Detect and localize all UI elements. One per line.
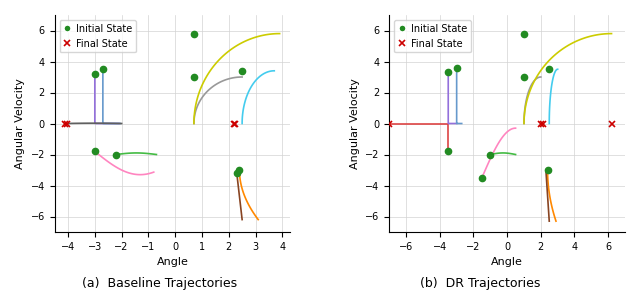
Text: (a)  Baseline Trajectories: (a) Baseline Trajectories <box>83 277 237 290</box>
Legend: Initial State, Final State: Initial State, Final State <box>394 20 471 52</box>
Legend: Initial State, Final State: Initial State, Final State <box>60 20 136 52</box>
X-axis label: Angle: Angle <box>157 257 188 267</box>
Text: (b)  DR Trajectories: (b) DR Trajectories <box>420 277 540 290</box>
X-axis label: Angle: Angle <box>492 257 523 267</box>
Y-axis label: Angular Velocity: Angular Velocity <box>15 78 25 169</box>
Y-axis label: Angular Velocity: Angular Velocity <box>349 78 360 169</box>
